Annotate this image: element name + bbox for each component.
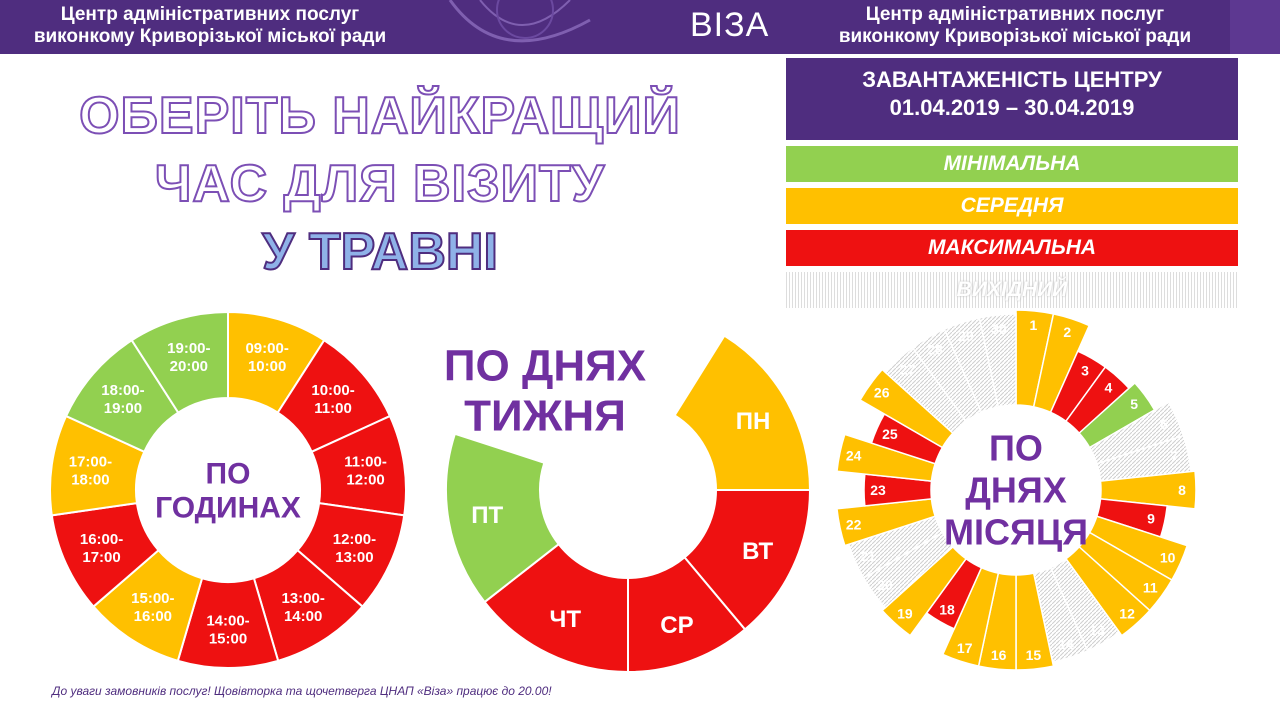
day-label: 8	[1178, 482, 1186, 498]
hour-label: 18:00-19:00	[101, 382, 144, 417]
day-label: 20	[877, 577, 893, 593]
viza-logo: ВІЗА	[690, 6, 770, 44]
day-label: 19	[897, 605, 913, 621]
hour-label: 11:00-12:00	[344, 453, 387, 488]
month-days-chart: 1 234567891011121314151617181920212223242…	[836, 309, 1197, 671]
hour-segment	[130, 310, 229, 414]
weekday-segment	[673, 334, 812, 491]
day-label: 6	[1160, 416, 1168, 432]
hour-label: 12:00-13:00	[333, 531, 376, 566]
legend-item-day-off: ВИХІДНИЙ	[786, 272, 1238, 308]
header-band: Центр адміністративних послуг виконкому …	[0, 0, 1280, 54]
hour-label: 17:00-18:00	[69, 453, 112, 488]
org-name-right: Центр адміністративних послуг виконкому …	[810, 4, 1220, 48]
hours-center-label: ПО ГОДИНАХ	[155, 458, 301, 525]
weekday-label: ПТ	[471, 502, 503, 529]
day-label: 3	[1081, 362, 1089, 378]
hour-label: 16:00-17:00	[80, 531, 123, 566]
org-name-line2: виконкому Криворізької міської ради	[33, 26, 387, 47]
legend-item-minimal: МІНІМАЛЬНА	[786, 146, 1238, 182]
page-title: ОБЕРІТЬ НАЙКРАЩИЙ ЧАС ДЛЯ ВІЗИТУ У ТРАВН…	[30, 82, 730, 286]
day-label: 5	[1130, 396, 1138, 412]
org-name-left: Центр адміністративних послуг виконкому …	[10, 4, 410, 48]
day-label: 10	[1160, 549, 1176, 565]
org-name-line1-right: Центр адміністративних послуг	[865, 4, 1165, 25]
footnote: До уваги замовників послуг! Щовівторка т…	[52, 684, 552, 698]
legend-title-period: 01.04.2019 – 30.04.2019	[889, 95, 1135, 120]
day-label: 18	[939, 601, 955, 617]
day-label: 29	[958, 328, 974, 344]
load-legend: ЗАВАНТАЖЕНІСТЬ ЦЕНТРУ 01.04.2019 – 30.04…	[786, 58, 1238, 308]
weekday-label: ЧТ	[550, 606, 582, 633]
day-label: 22	[846, 516, 862, 532]
day-label: 11	[1143, 579, 1158, 595]
day-label: 1	[1029, 317, 1037, 333]
hour-label: 14:00-15:00	[206, 612, 249, 647]
day-label: 2	[1063, 324, 1071, 340]
day-label: 14	[1058, 636, 1074, 652]
hour-label: 10:00-11:00	[311, 382, 354, 417]
day-segment	[978, 313, 1017, 408]
weekdays-donut-chart: ПН ВТ СР ЧТ ПТ ПО ДНЯХ ТИЖНЯ	[444, 334, 812, 674]
day-label: 7	[1171, 448, 1179, 464]
day-label: 30	[991, 321, 1007, 337]
day-label: 25	[882, 426, 898, 442]
month-center-label: ПО ДНЯХ МІСЯЦЯ	[944, 428, 1088, 553]
title-line3: У ТРАВНІ	[261, 222, 499, 282]
legend-item-maximal: МАКСИМАЛЬНА	[786, 230, 1238, 266]
weekday-label: ВТ	[742, 538, 773, 565]
seal-decoration-icon	[448, 0, 591, 43]
hour-label: 19:00-20:00	[167, 340, 210, 375]
day-label: 12	[1119, 605, 1135, 621]
weekday-label: СР	[660, 612, 693, 639]
hour-label: 13:00-14:00	[281, 590, 324, 625]
org-name-line2-right: виконкому Криворізької міської ради	[838, 26, 1192, 47]
day-label: 21	[860, 548, 876, 564]
day-label: 26	[874, 384, 890, 400]
legend-item-medium: СЕРЕДНЯ	[786, 188, 1238, 224]
day-label: 23	[870, 482, 886, 498]
day-label: 4	[1104, 379, 1112, 395]
day-label: 9	[1147, 511, 1155, 527]
weekday-segment	[445, 432, 561, 604]
title-line2: ЧАС ДЛЯ ВІЗИТУ	[154, 154, 606, 214]
legend-title: ЗАВАНТАЖЕНІСТЬ ЦЕНТРУ 01.04.2019 – 30.04…	[786, 58, 1238, 140]
day-label: 15	[1026, 647, 1042, 663]
header-corner-decoration	[1230, 0, 1280, 54]
day-label: 27	[900, 362, 916, 378]
day-label: 24	[846, 447, 862, 463]
title-line1: ОБЕРІТЬ НАЙКРАЩИЙ	[78, 86, 681, 146]
legend-title-line1: ЗАВАНТАЖЕНІСТЬ ЦЕНТРУ	[862, 67, 1162, 92]
hours-donut-chart: 09:00-10:00 10:00-11:00 11:00-12:00 12:00-1…	[49, 310, 407, 669]
hour-label: 15:00-16:00	[131, 590, 174, 625]
weekdays-center-label: ПО ДНЯХ ТИЖНЯ	[444, 341, 646, 440]
weekday-label: ПН	[736, 408, 771, 435]
day-label: 16	[991, 647, 1007, 663]
day-label: 13	[1089, 622, 1105, 638]
org-name-line1: Центр адміністративних послуг	[60, 4, 360, 25]
hour-label: 09:00-10:00	[245, 340, 288, 375]
day-label: 17	[957, 640, 973, 656]
day-label: 28	[927, 342, 943, 358]
